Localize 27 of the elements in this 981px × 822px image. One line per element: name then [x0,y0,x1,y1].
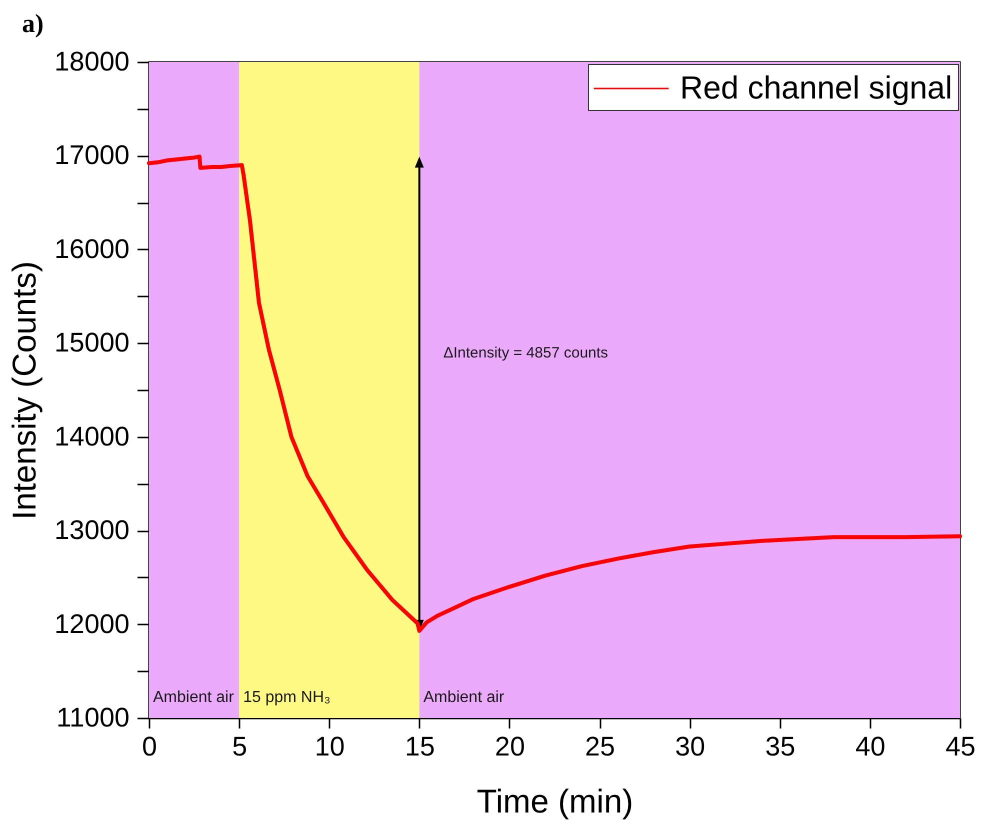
x-tick-label: 0 [142,732,158,762]
y-tick-label: 13000 [54,515,130,546]
y-tick-label: 17000 [54,140,130,170]
chart-title: a) [22,9,44,38]
y-tick-label: 18000 [54,46,130,76]
y-tick-label: 15000 [54,328,130,358]
y-tick-label: 14000 [54,421,130,452]
x-tick-label: 5 [232,732,248,762]
x-axis-title: Time (min) [476,782,634,820]
annotation: ΔIntensity = 4857 counts [443,344,608,362]
band-label: 15 ppm NH₃ [243,689,331,706]
y-tick-label: 16000 [54,234,130,264]
x-tick-label: 10 [314,732,345,762]
x-tick-label: 25 [585,732,616,762]
band-label: Ambient air [423,689,505,706]
x-tick-label: 20 [494,732,525,762]
x-tick-label: 45 [945,732,976,762]
x-tick-label: 15 [404,732,435,762]
x-tick-label: 40 [855,732,886,762]
line-series [147,154,962,633]
x-tick-label: 30 [675,732,706,762]
x-tick-label: 35 [765,732,796,762]
y-tick-label: 12000 [54,608,130,639]
legend-label: Red channel signal [680,70,952,106]
y-axis-title: Intensity (Counts) [5,261,42,520]
band-label: Ambient air [153,689,235,706]
y-tick-label: 11000 [56,702,130,732]
